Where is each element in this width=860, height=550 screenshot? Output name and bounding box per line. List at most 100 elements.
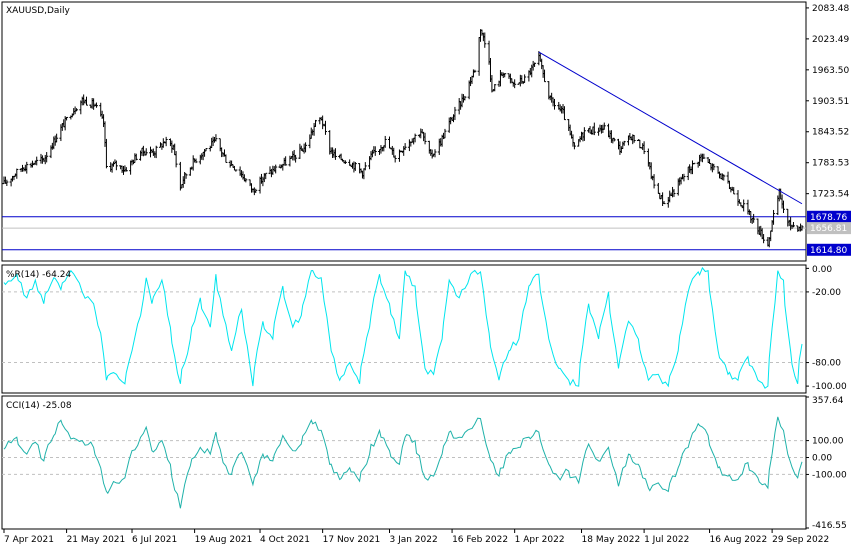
price-bar — [652, 174, 656, 189]
price-bar — [284, 156, 288, 166]
axis-label: 100.00 — [812, 437, 844, 447]
price-axis-label: 2083.48 — [812, 4, 849, 14]
price-bar — [503, 73, 507, 78]
date-label: 1 Jul 2022 — [644, 535, 689, 545]
price-bar — [343, 160, 347, 165]
price-axis-label: 2023.49 — [812, 35, 849, 45]
price-bar — [513, 79, 517, 89]
price-bar — [383, 135, 387, 148]
axis-label: -416.55 — [812, 521, 847, 531]
price-bar — [662, 200, 666, 205]
price-bar — [622, 140, 626, 146]
cci-line — [3, 416, 803, 509]
price-bar — [682, 173, 686, 182]
price-bar — [234, 169, 238, 172]
price-bar — [214, 134, 218, 142]
price-bar — [523, 74, 527, 83]
price-bar — [463, 95, 467, 101]
price-bar — [453, 106, 457, 121]
date-label: 4 Oct 2021 — [260, 535, 310, 545]
price-bar — [752, 213, 756, 223]
date-label: 16 Feb 2022 — [452, 535, 508, 545]
axis-label: -80.00 — [812, 359, 841, 369]
price-tag: 1656.81 — [807, 222, 851, 235]
price-bar — [134, 153, 138, 161]
price-bar — [582, 127, 586, 141]
price-bar — [393, 155, 397, 163]
axis-label: 0.00 — [812, 454, 832, 464]
price-bar — [154, 145, 158, 159]
axis-label: -20.00 — [812, 288, 841, 298]
price-bar — [722, 174, 726, 181]
price-bar — [65, 116, 69, 121]
price-bar — [712, 163, 716, 171]
date-label: 7 Apr 2021 — [4, 535, 54, 545]
price-bar — [204, 148, 208, 152]
price-bar — [45, 152, 49, 163]
price-bar — [55, 133, 59, 143]
price-bar — [493, 83, 497, 92]
price-bar — [473, 69, 477, 73]
price-bar — [423, 132, 427, 145]
price-bar — [144, 148, 148, 156]
price-bar — [572, 142, 576, 150]
price-bar — [800, 225, 804, 231]
axis-label: 357.64 — [812, 396, 844, 406]
price-bar — [114, 160, 118, 171]
price-bar — [672, 189, 676, 197]
price-bar — [433, 149, 437, 158]
price-bar — [543, 69, 547, 83]
date-label: 18 May 2022 — [582, 535, 641, 545]
price-bar — [323, 120, 327, 135]
price-bar — [443, 128, 447, 139]
trendline — [538, 51, 803, 205]
price-axis-label: 1723.54 — [812, 190, 849, 200]
axis-label: -100.00 — [812, 382, 847, 392]
price-tag: 1614.80 — [807, 243, 851, 256]
williams-r-line — [3, 266, 803, 389]
price-bar — [25, 161, 29, 174]
price-bar — [692, 162, 696, 165]
price-bar — [5, 179, 9, 187]
price-bar — [602, 122, 606, 130]
axis-label: -100.00 — [812, 470, 847, 480]
price-bar — [373, 146, 377, 156]
date-label: 6 Jul 2021 — [132, 535, 177, 545]
price-bar — [782, 200, 786, 214]
price-bar — [174, 151, 178, 168]
date-label: 19 Aug 2021 — [195, 535, 253, 545]
price-bar — [363, 162, 367, 171]
price-bar — [244, 178, 248, 183]
price-panel[interactable] — [1, 1, 807, 262]
price-bar — [642, 141, 646, 155]
price-bar — [333, 148, 337, 160]
cci-panel[interactable] — [1, 395, 807, 530]
cci-title: CCI(14) -25.08 — [6, 401, 72, 411]
price-bar — [35, 156, 39, 166]
price-bar — [254, 188, 258, 193]
price-bar — [772, 209, 776, 225]
price-bar — [562, 106, 566, 121]
price-axis-label: 1903.51 — [812, 97, 849, 107]
svg-text:1614.80: 1614.80 — [810, 246, 847, 256]
date-label: 29 Sep 2022 — [772, 535, 829, 545]
price-bar — [264, 172, 268, 180]
williams-r-title: %R(14) -64.24 — [6, 270, 71, 280]
price-bar — [94, 102, 98, 108]
price-bar — [632, 134, 636, 143]
price-bar — [15, 168, 19, 179]
price-bar — [742, 199, 746, 212]
date-label: 3 Jan 2022 — [389, 535, 437, 545]
price-axis-label: 1783.53 — [812, 159, 849, 169]
price-bar — [533, 62, 537, 67]
svg-text:1678.76: 1678.76 — [810, 213, 847, 223]
price-bar — [592, 122, 596, 136]
date-label: 21 May 2021 — [67, 535, 126, 545]
price-bar — [224, 154, 228, 163]
date-label: 16 Aug 2022 — [710, 535, 768, 545]
price-bar — [314, 119, 318, 127]
price-bar — [75, 108, 79, 112]
price-bar — [164, 136, 168, 147]
price-bar — [403, 143, 407, 151]
